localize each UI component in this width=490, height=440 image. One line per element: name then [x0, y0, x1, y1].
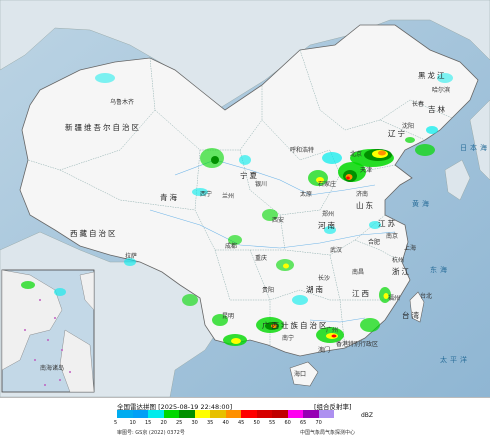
label-qinghai: 青海	[160, 192, 179, 202]
legend-value: 10	[129, 420, 136, 426]
label-wuhan: 武汉	[330, 246, 342, 254]
label-fuzhou: 福州	[388, 294, 400, 302]
label-xian: 西安	[272, 216, 284, 224]
label-changchun: 长春	[412, 100, 424, 108]
label-lasa: 拉萨	[125, 252, 137, 260]
label-shandong: 山东	[356, 200, 375, 210]
legend-swatch: 40	[223, 410, 241, 426]
legend-value: 15	[145, 420, 152, 426]
label-pacific: 太平洋	[440, 355, 470, 364]
legend-value: 25	[176, 420, 183, 426]
review-number: 审图号: GS京 (2022) 0372号	[117, 430, 185, 436]
legend-value: 35	[207, 420, 214, 426]
label-changsha: 长沙	[318, 274, 330, 282]
legend-swatch: 20	[161, 410, 179, 426]
label-nanjing: 南京	[386, 232, 398, 240]
label-shenyang: 沈阳	[402, 122, 414, 130]
unit-label: dBZ	[361, 412, 374, 419]
label-kunming: 昆明	[222, 313, 234, 320]
label-tianjin: 天津	[360, 167, 372, 174]
label-hunan: 湖南	[306, 284, 325, 294]
legend-swatch: 55	[269, 410, 288, 426]
label-nanchang: 南昌	[352, 268, 364, 276]
legend-value: 40	[222, 420, 229, 426]
label-taipei: 台北	[420, 292, 432, 300]
product-label: [组合反射率]	[314, 403, 352, 411]
label-zhengzhou: 郑州	[322, 210, 334, 218]
legend-swatch: 15	[145, 410, 164, 426]
legend-swatch: 50	[254, 410, 272, 426]
hainan-island	[289, 361, 319, 387]
label-xining: 西宁	[200, 190, 212, 198]
legend-value: 55	[269, 420, 276, 426]
south-china-sea-inset	[1, 269, 95, 393]
label-chongqing: 重庆	[255, 254, 267, 262]
agency-label: 中国气象局气象探测中心	[300, 430, 356, 436]
taiwan-island	[409, 291, 425, 323]
legend-swatch: 70	[316, 410, 334, 426]
legend-swatch: 30	[192, 410, 210, 426]
label-haikou: 海口	[294, 370, 306, 378]
label-liaoning: 辽宁	[388, 128, 407, 138]
label-chengdu: 成都	[225, 242, 237, 250]
legend-swatch: 35	[207, 410, 226, 426]
label-guiyang: 贵阳	[262, 286, 274, 294]
label-beijing: 北京	[350, 150, 362, 158]
label-jiangsu: 江苏	[378, 218, 397, 228]
label-shanghai: 上海	[404, 244, 416, 252]
legend-value: 30	[191, 420, 198, 426]
label-macau: 澳门	[318, 346, 330, 354]
label-huhehaote: 呼和浩特	[290, 146, 314, 154]
label-jiangxi: 江西	[352, 289, 371, 298]
label-japan-sea: 日本海	[460, 143, 490, 152]
label-haerbin: 哈尔滨	[432, 86, 450, 94]
legend-value: 70	[315, 420, 322, 426]
label-ningxia: 宁夏	[240, 170, 259, 180]
legend-value: 45	[238, 420, 245, 426]
legend-swatch: 5	[114, 410, 133, 426]
label-yellow-sea: 黄海	[412, 199, 432, 208]
legend-value: 65	[300, 420, 307, 426]
label-hangzhou: 杭州	[392, 256, 404, 264]
reflectivity-color-scale: 5 10 15 20 25 30 35 40 45 50 55 60 65 70	[114, 410, 334, 426]
label-hongkong: 香港特别行政区	[336, 340, 378, 348]
label-heilongjiang: 黑龙江	[418, 70, 447, 80]
legend-swatch: 65	[300, 410, 319, 426]
legend-value: 50	[253, 420, 260, 426]
radar-echoes	[95, 73, 453, 346]
map-title: 全国雷达拼图 [2025-08-19 22:48:00]	[117, 403, 233, 411]
legend-swatch: 25	[176, 410, 195, 426]
legend-swatch: 10	[130, 410, 148, 426]
label-shijiazhuang: 石家庄	[318, 180, 336, 188]
legend-value: 20	[160, 420, 167, 426]
label-jilin: 吉林	[428, 104, 447, 114]
label-yinchuan: 银川	[255, 180, 267, 188]
label-xinjiang: 新疆维吾尔自治区	[65, 122, 141, 132]
label-hefei: 合肥	[368, 238, 380, 246]
label-jinan: 济南	[356, 190, 368, 198]
place-labels: 黑龙江 哈尔滨 吉林 长春 沈阳 辽宁 呼和浩特 北京 天津 石家庄 太原 济南…	[40, 70, 490, 378]
label-wulumuqi: 乌鲁木齐	[110, 98, 134, 106]
label-nanning: 南宁	[282, 334, 294, 342]
legend-swatch: 45	[238, 410, 257, 426]
label-taiyuan: 太原	[300, 190, 312, 198]
legend-value: 5	[114, 420, 118, 426]
label-guangxi: 广西壮族自治区	[262, 320, 329, 330]
label-xizang: 西藏自治区	[70, 228, 118, 238]
label-taiwan: 台湾	[402, 310, 421, 320]
label-east-sea: 东海	[430, 265, 450, 274]
korea-japan	[444, 99, 490, 201]
label-south-china-sea-islands: 南海诸岛	[40, 364, 64, 372]
label-zhejiang: 浙江	[392, 266, 411, 276]
label-henan: 河南	[318, 220, 337, 230]
label-lanzhou: 兰州	[222, 192, 234, 200]
legend-swatch: 60	[285, 410, 303, 426]
label-guangzhou: 广州	[326, 326, 338, 334]
legend-value: 60	[284, 420, 291, 426]
legend-footer: 全国雷达拼图 [2025-08-19 22:48:00] [组合反射率] 5 10…	[0, 397, 490, 440]
